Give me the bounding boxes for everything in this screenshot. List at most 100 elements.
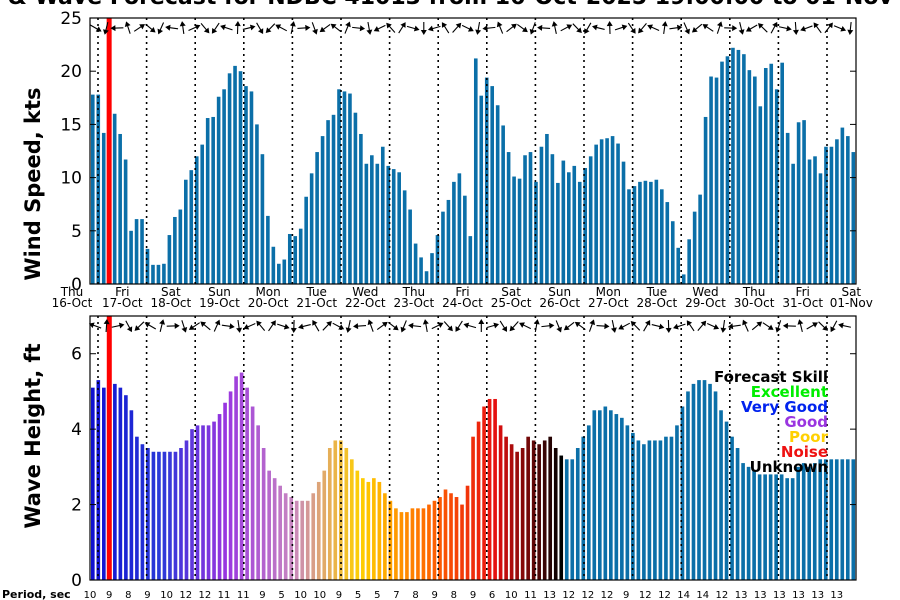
wave-direction-arrow — [720, 319, 727, 333]
wave-bar — [752, 470, 756, 580]
arrow-head — [482, 25, 488, 32]
wind-direction-arrow — [778, 25, 792, 32]
legend-good: Good — [784, 413, 828, 431]
wave-direction-arrow — [322, 320, 332, 331]
period-label: 5 — [374, 590, 380, 600]
wind-direction-arrow — [406, 25, 420, 32]
y-tick-label: 0 — [71, 571, 82, 591]
arrow-head — [165, 24, 171, 31]
wind-bar — [649, 181, 653, 284]
arrow-head — [757, 23, 764, 29]
wave-bar — [487, 398, 492, 580]
wind-direction-arrow — [702, 24, 714, 32]
wave-direction-arrow — [345, 320, 352, 333]
wave-bar — [664, 436, 668, 580]
wind-direction-arrow — [427, 25, 441, 32]
wind-bar — [441, 211, 445, 284]
day-label: Fri — [115, 285, 129, 299]
wave-direction-arrow — [697, 320, 707, 331]
wave-bar — [763, 474, 767, 580]
wind-bar — [348, 93, 352, 284]
wave-bar — [394, 508, 398, 580]
wave-direction-arrow — [651, 323, 665, 330]
period-label: 13 — [543, 590, 556, 600]
arrow-head — [110, 25, 116, 32]
wind-bar — [211, 116, 215, 284]
wind-bar — [824, 146, 828, 284]
wind-bar — [380, 146, 385, 284]
wind-direction-arrow — [506, 23, 517, 33]
arrow-head — [584, 28, 590, 35]
wind-bar — [534, 181, 538, 284]
wind-bar — [725, 56, 730, 284]
wind-direction-arrow — [289, 21, 296, 34]
wind-direction-arrow — [606, 21, 613, 35]
arrow-head — [645, 319, 651, 326]
period-label: 10 — [160, 590, 173, 600]
y-tick-label: 20 — [60, 62, 82, 82]
wave-bar — [697, 380, 701, 580]
wind-direction-arrow — [211, 22, 220, 34]
wind-direction-arrow — [572, 23, 582, 34]
day-label: Wed — [352, 285, 378, 299]
wave-bar — [283, 493, 288, 580]
period-label: 12 — [179, 590, 192, 600]
wave-bar — [757, 474, 762, 580]
wind-bar — [402, 190, 407, 284]
period-label: 13 — [792, 590, 805, 600]
arrow-head — [529, 28, 536, 35]
arrow-head — [203, 27, 210, 34]
wind-bar — [391, 169, 396, 284]
wave-bar — [311, 493, 316, 580]
wind-bar — [528, 152, 533, 284]
wind-bar — [205, 118, 210, 285]
arrow-head — [501, 326, 508, 332]
wave-bar — [239, 372, 244, 580]
arrow-head — [827, 22, 833, 29]
wave-bar — [779, 474, 784, 580]
arrow-head — [312, 28, 318, 35]
arrow-head — [684, 28, 690, 35]
wind-bar — [692, 211, 697, 284]
arrow-head — [537, 24, 543, 31]
wave-bar — [537, 444, 542, 580]
wind-bar — [184, 179, 188, 284]
y-tick-label: 15 — [60, 115, 82, 135]
wind-bar — [846, 136, 850, 284]
period-label: 9 — [623, 590, 629, 600]
wind-bar — [309, 173, 314, 284]
wave-bar — [201, 425, 205, 580]
wave-direction-arrow — [463, 322, 477, 329]
wind-bar — [594, 144, 598, 284]
wind-bar — [479, 95, 484, 284]
arrow-head — [144, 322, 151, 328]
wind-bar — [517, 178, 522, 284]
wind-bar — [490, 86, 495, 284]
wave-bar — [96, 380, 101, 580]
period-label: 5 — [355, 590, 361, 600]
arrow-head — [174, 322, 180, 329]
wind-bar — [189, 170, 194, 284]
wave-bar — [344, 448, 349, 580]
wind-direction-arrow — [311, 22, 318, 35]
wave-bar — [228, 391, 233, 580]
wind-direction-arrow — [452, 22, 462, 33]
arrow-head — [275, 24, 282, 30]
arrow-head — [422, 319, 429, 325]
wind-direction-arrow — [847, 21, 854, 35]
wind-bar — [90, 94, 95, 284]
period-label: 10 — [313, 590, 326, 600]
wave-direction-arrow — [519, 322, 532, 330]
wave-bar — [818, 459, 823, 580]
day-label: Sat — [841, 285, 861, 299]
arrow-head — [437, 322, 444, 328]
wind-bar — [567, 172, 571, 284]
wind-bar — [616, 143, 620, 284]
arrow-head — [775, 326, 782, 333]
y-tick-label: 2 — [71, 496, 82, 516]
arrow-head — [124, 21, 131, 28]
wave-direction-arrow — [806, 322, 818, 330]
wind-direction-arrow — [584, 22, 592, 35]
period-label: 9 — [259, 590, 265, 600]
wind-direction-arrow — [496, 21, 504, 34]
